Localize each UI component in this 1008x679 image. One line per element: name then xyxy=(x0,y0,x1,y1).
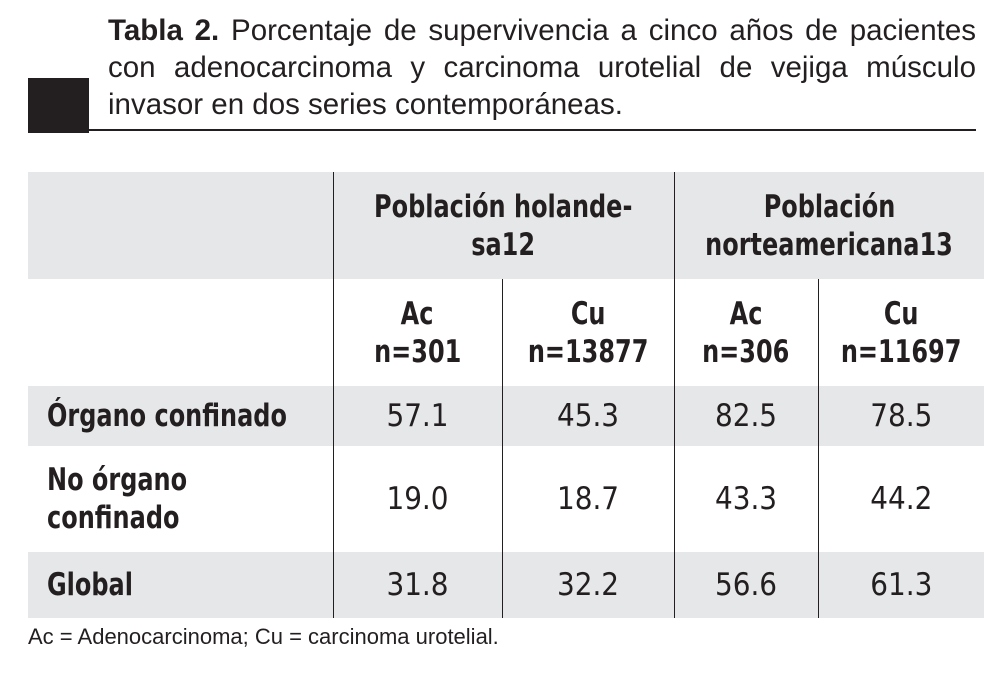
survival-table: Población holande- sa12 Población nortea… xyxy=(28,172,985,618)
column-header-n: n=301 xyxy=(373,333,462,370)
group-header-dutch-line2: sa12 xyxy=(471,226,536,263)
table-caption: Tabla 2. Porcentaje de supervivencia a c… xyxy=(108,12,976,123)
group-header-row: Población holande- sa12 Población nortea… xyxy=(28,172,985,279)
table-cell: 78.5 xyxy=(817,386,985,446)
group-header-american: Población norteamericana13 xyxy=(673,172,985,279)
column-header-name: Cu xyxy=(570,295,606,332)
group-header-american-line2: norteamericana13 xyxy=(705,226,954,263)
caption-text: Porcentaje de supervivencia a cinco años… xyxy=(108,14,976,121)
caption-label: Tabla 2. xyxy=(108,14,220,47)
table-cell: 82.5 xyxy=(673,386,819,446)
column-header: Cu n=11697 xyxy=(817,279,985,386)
column-header: Ac n=301 xyxy=(332,279,502,386)
table-row: Órgano confinado 57.1 45.3 82.5 78.5 xyxy=(28,386,985,446)
group-header-dutch: Población holande- sa12 xyxy=(332,172,675,279)
row-label: No órgano confinado xyxy=(47,462,188,536)
row-label: Órgano confinado xyxy=(28,386,333,446)
column-header-row: Ac n=301 Cu n=13877 Ac n=306 Cu n=11697 xyxy=(28,279,985,386)
table-footnote: Ac = Adenocarcinoma; Cu = carcinoma urot… xyxy=(28,624,499,649)
row-label: Global xyxy=(28,552,333,618)
caption-divider xyxy=(89,129,976,131)
table-cell: 43.3 xyxy=(673,446,819,552)
column-header: Cu n=13877 xyxy=(501,279,675,386)
table-cell: 44.2 xyxy=(817,446,985,552)
table-cell: 31.8 xyxy=(332,552,502,618)
table-cell: 56.6 xyxy=(673,552,819,618)
empty-subheader-cell xyxy=(28,279,333,386)
column-header: Ac n=306 xyxy=(673,279,819,386)
column-header-name: Ac xyxy=(401,295,434,332)
table-row: Global 31.8 32.2 56.6 61.3 xyxy=(28,552,985,618)
table-cell: 57.1 xyxy=(332,386,502,446)
column-header-n: n=13877 xyxy=(527,333,649,370)
caption-marker-block xyxy=(28,78,89,133)
column-header-n: n=306 xyxy=(702,333,790,370)
group-header-dutch-line1: Población holande- xyxy=(374,188,633,225)
column-header-name: Ac xyxy=(729,295,763,332)
table-cell: 61.3 xyxy=(817,552,985,618)
empty-corner-cell xyxy=(28,172,333,279)
group-header-american-line1: Población xyxy=(763,188,896,225)
table-cell: 32.2 xyxy=(501,552,675,618)
table-cell: 19.0 xyxy=(332,446,502,552)
table-cell: 18.7 xyxy=(501,446,675,552)
table-cell: 45.3 xyxy=(501,386,675,446)
column-header-n: n=11697 xyxy=(840,333,962,370)
column-header-name: Cu xyxy=(883,295,919,332)
table-row: No órgano confinado 19.0 18.7 43.3 44.2 xyxy=(28,446,985,552)
